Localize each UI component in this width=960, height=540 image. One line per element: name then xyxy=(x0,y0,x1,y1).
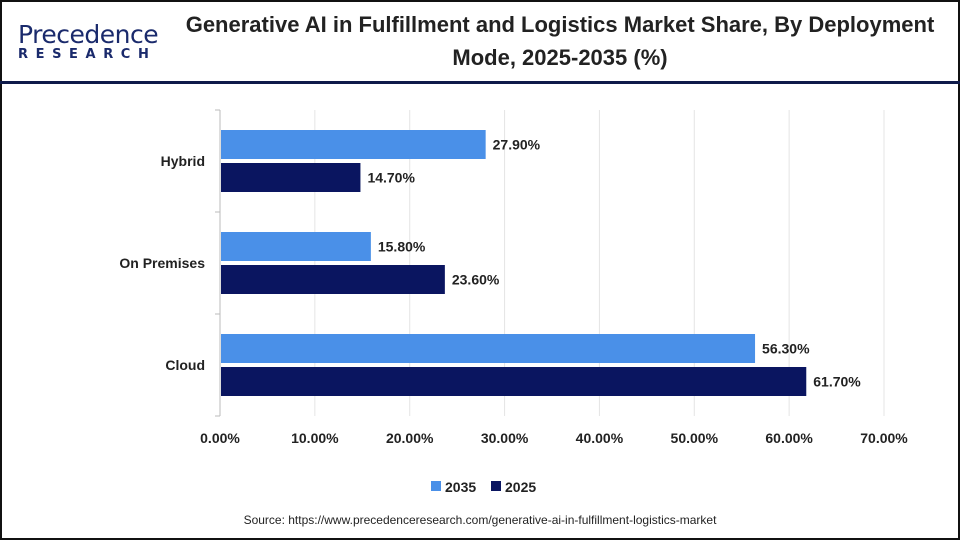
bar-2025-hybrid xyxy=(221,163,361,192)
category-label: Hybrid xyxy=(161,153,205,169)
chart-title: Generative AI in Fulfillment and Logisti… xyxy=(185,12,935,70)
data-label: 23.60% xyxy=(452,272,500,288)
legend-label: 2035 xyxy=(445,479,476,495)
x-tick-label: 20.00% xyxy=(386,430,434,446)
x-tick-label: 10.00% xyxy=(291,430,339,446)
header-divider xyxy=(0,81,960,84)
logo-subtext: RESEARCH xyxy=(18,47,157,62)
logo-text: Precedence xyxy=(18,20,159,49)
x-tick-label: 30.00% xyxy=(481,430,529,446)
category-label: Cloud xyxy=(165,357,205,373)
bar-2025-on-premises xyxy=(221,265,445,294)
data-label: 15.80% xyxy=(378,239,426,255)
category-label: On Premises xyxy=(119,255,205,271)
legend-swatch-2025 xyxy=(491,481,501,491)
source-note: Source: https://www.precedenceresearch.c… xyxy=(243,513,717,527)
x-tick-label: 50.00% xyxy=(671,430,719,446)
data-label: 61.70% xyxy=(813,374,861,390)
logo: Precedence RESEARCH xyxy=(18,20,159,62)
data-label: 56.30% xyxy=(762,341,810,357)
bar-2025-cloud xyxy=(221,367,807,396)
data-label: 14.70% xyxy=(367,170,415,186)
legend-swatch-2035 xyxy=(431,481,441,491)
x-tick-label: 70.00% xyxy=(860,430,908,446)
bar-2035-hybrid xyxy=(221,130,486,159)
x-tick-label: 0.00% xyxy=(200,430,240,446)
x-tick-label: 60.00% xyxy=(765,430,813,446)
data-label: 27.90% xyxy=(493,137,541,153)
bar-2035-on-premises xyxy=(221,232,371,261)
x-tick-label: 40.00% xyxy=(576,430,624,446)
bar-2035-cloud xyxy=(221,334,756,363)
legend-label: 2025 xyxy=(505,479,536,495)
